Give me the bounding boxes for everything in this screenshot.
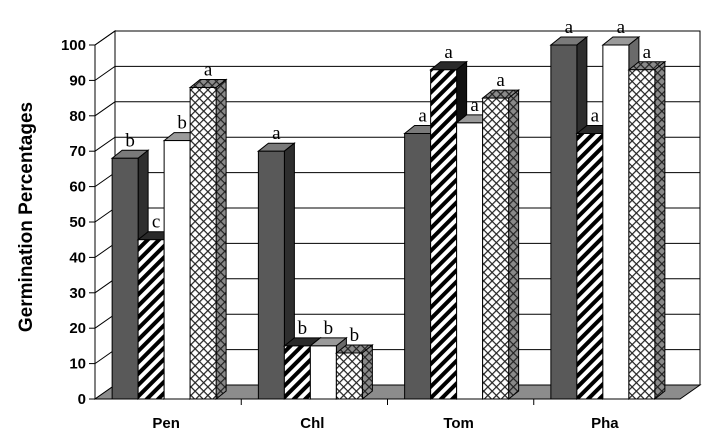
data-label: a (617, 17, 626, 38)
bar-front (283, 345, 311, 400)
bar (188, 78, 228, 401)
bar-front (456, 122, 484, 400)
data-label: a (444, 42, 453, 63)
bar-front (163, 140, 191, 400)
gridline (94, 30, 700, 46)
bar-side (215, 78, 227, 401)
bar-front (628, 69, 656, 400)
bar-front (137, 239, 165, 400)
bar-front (550, 44, 578, 400)
bar-side (654, 60, 666, 401)
bar-side (361, 343, 373, 401)
x-tick-labels: Pen Chl Tom Pha (152, 399, 619, 432)
data-label: a (591, 106, 600, 127)
x-tick-label: Tom (443, 415, 474, 432)
y-tick-label: 80 (69, 108, 86, 125)
y-tick-label: 30 (69, 285, 86, 302)
bar-front (257, 150, 285, 400)
y-tick-label: 70 (69, 143, 86, 160)
x-tick-label: Pha (591, 415, 619, 432)
bar-front (576, 133, 604, 400)
data-label: a (272, 123, 281, 144)
bar-side (508, 89, 520, 401)
y-tick-label: 40 (69, 249, 86, 266)
bar-front (602, 44, 630, 400)
y-tick-label: 0 (78, 391, 86, 408)
data-label: a (496, 70, 505, 91)
y-axis-label: Germination Percentages (16, 102, 37, 332)
data-label: a (470, 95, 479, 116)
bar-front (189, 86, 217, 400)
bar (627, 60, 667, 401)
bar-front (111, 157, 139, 400)
y-tick-label: 10 (69, 356, 86, 373)
x-tick-label: Chl (300, 415, 324, 432)
bar-front (335, 352, 363, 400)
gridline (94, 65, 700, 81)
bar (481, 89, 521, 401)
y-tick-label: 50 (69, 214, 86, 231)
y-tick-labels: 0 10 20 30 40 50 60 70 80 90 100 (61, 37, 96, 408)
y-tick-label: 20 (69, 320, 86, 337)
y-tick-label: 90 (69, 72, 86, 89)
data-label: b (324, 318, 334, 339)
data-label: c (152, 212, 160, 233)
data-label: a (565, 17, 574, 38)
data-label: b (350, 325, 360, 346)
data-label: a (643, 42, 652, 63)
y-tick-label: 60 (69, 179, 86, 196)
bar-front (482, 97, 510, 400)
bars-group (110, 35, 667, 401)
data-label: a (418, 106, 427, 127)
data-label: b (298, 318, 308, 339)
data-label: b (177, 113, 187, 134)
x-tick-label: Pen (152, 415, 180, 432)
y-tick-label: 100 (61, 37, 86, 54)
bar (256, 142, 296, 401)
bar-front (430, 69, 458, 400)
data-label: a (204, 59, 213, 80)
bar-front (309, 345, 337, 400)
bar (334, 343, 374, 401)
bar-front (404, 133, 432, 400)
data-label: b (125, 130, 135, 151)
